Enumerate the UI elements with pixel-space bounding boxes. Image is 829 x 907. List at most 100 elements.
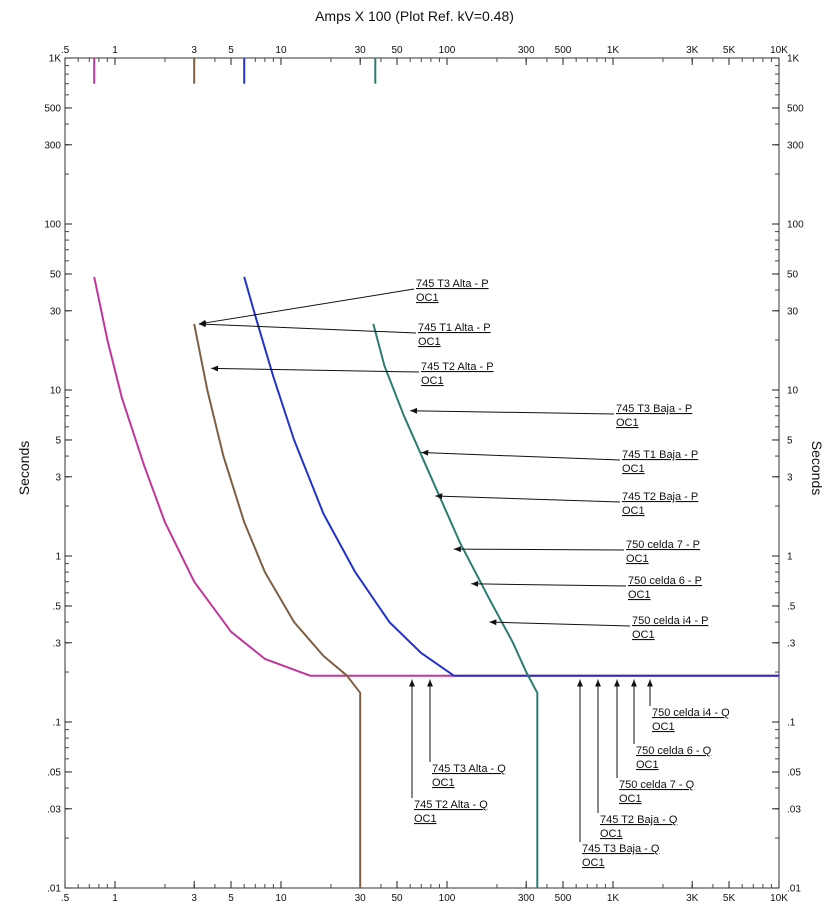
y-tick-label-left: .1 <box>53 718 62 729</box>
y-tick-label-left: 50 <box>50 269 62 280</box>
annotation-label: 745 T3 Alta - Q <box>432 763 506 775</box>
x-tick-label-top: 5K <box>723 45 736 56</box>
y-tick-label-right: 1 <box>787 552 793 563</box>
annotation-label: 745 T2 Alta - P <box>421 361 494 373</box>
annotation-sublabel: OC1 <box>416 292 439 304</box>
annotation-sublabel: OC1 <box>414 813 437 825</box>
y-tick-label-left: 30 <box>50 306 62 317</box>
x-tick-label-top: 10 <box>275 45 287 56</box>
annotation-label: 750 celda i4 - Q <box>652 707 730 719</box>
annotation-label: 750 celda 7 - P <box>626 539 700 551</box>
x-tick-label-bottom: 50 <box>391 893 403 904</box>
annotation-sublabel: OC1 <box>632 629 655 641</box>
annotation-label: 745 T3 Baja - Q <box>582 843 660 855</box>
y-tick-label-right: .03 <box>787 804 801 815</box>
y-tick-label-right: .3 <box>787 638 796 649</box>
x-tick-label-bottom: 10 <box>275 893 287 904</box>
tcc-curve-1 <box>93 276 779 677</box>
x-tick-label-bottom: 30 <box>355 893 367 904</box>
y-tick-label-right: .05 <box>787 767 801 778</box>
x-tick-label-top: 1 <box>112 45 118 56</box>
x-tick-label-top: 1K <box>607 45 620 56</box>
annotation-sublabel: OC1 <box>432 777 455 789</box>
x-tick-label-bottom: 1 <box>112 893 118 904</box>
annotation-sublabel: OC1 <box>652 721 675 733</box>
annotation-sublabel: OC1 <box>622 505 645 517</box>
y-tick-label-right: .1 <box>787 718 796 729</box>
x-tick-label-top: .5 <box>61 45 70 56</box>
y-tick-label-right: .5 <box>787 601 796 612</box>
y-tick-label-left: .5 <box>53 601 62 612</box>
annotation-arrow <box>489 619 631 627</box>
x-tick-label-top: 50 <box>391 45 403 56</box>
x-tick-label-top: 300 <box>518 45 535 56</box>
x-tick-label-bottom: 5 <box>228 893 234 904</box>
annotation-label: 750 celda i4 - P <box>632 615 708 627</box>
y-tick-label-right: 1K <box>787 54 800 65</box>
y-tick-label-right: .01 <box>787 884 801 895</box>
annotation-arrow <box>421 449 621 461</box>
annotation-arrow <box>471 580 627 587</box>
y-tick-label-right: 100 <box>787 220 804 231</box>
tcc-curve-2 <box>193 323 362 888</box>
annotation-sublabel: OC1 <box>600 828 623 840</box>
x-tick-label-bottom: 5K <box>723 893 736 904</box>
y-tick-label-left: 1 <box>55 552 61 563</box>
annotation-arrow <box>211 365 420 373</box>
annotation-sublabel: OC1 <box>626 553 649 565</box>
y-tick-label-right: 30 <box>787 306 799 317</box>
plot-frame <box>64 57 780 889</box>
y-tick-label-left: .03 <box>47 804 61 815</box>
y-tick-label-right: 3 <box>787 472 793 483</box>
annotation-sublabel: OC1 <box>622 463 645 475</box>
tcc-curve-3 <box>243 276 779 677</box>
annotation-label: 745 T3 Baja - P <box>616 403 692 415</box>
x-tick-label-bottom: 1K <box>607 893 620 904</box>
annotation-sublabel: OC1 <box>636 759 659 771</box>
annotation-sublabel: OC1 <box>421 375 444 387</box>
annotation-sublabel: OC1 <box>628 589 651 601</box>
annotation-label: 745 T2 Baja - Q <box>600 814 678 826</box>
y-tick-label-right: 5 <box>787 435 793 446</box>
annotation-sublabel: OC1 <box>619 793 642 805</box>
y-tick-label-left: .3 <box>53 638 62 649</box>
annotation-label: 745 T3 Alta - P <box>416 278 489 290</box>
annotation-label: 745 T1 Alta - P <box>418 322 491 334</box>
annotation-arrow <box>198 321 417 334</box>
x-tick-label-bottom: 100 <box>439 893 456 904</box>
annotation-sublabel: OC1 <box>418 336 441 348</box>
x-tick-label-top: 5 <box>228 45 234 56</box>
x-tick-label-top: 3 <box>191 45 197 56</box>
y-tick-label-right: 500 <box>787 103 804 114</box>
y-tick-label-left: 500 <box>44 103 61 114</box>
chart-title: Amps X 100 (Plot Ref. kV=0.48) <box>315 8 514 24</box>
y-tick-label-left: 1K <box>49 54 62 65</box>
annotation-label: 750 celda 6 - Q <box>636 745 712 757</box>
x-tick-label-top: 3K <box>686 45 699 56</box>
y-tick-label-left: .01 <box>47 884 61 895</box>
x-tick-label-bottom: .5 <box>61 893 70 904</box>
tcc-curve-4 <box>372 323 539 888</box>
x-tick-label-bottom: 3 <box>191 893 197 904</box>
y-tick-label-right: 10 <box>787 386 799 397</box>
x-tick-label-top: 10K <box>770 45 788 56</box>
x-tick-label-bottom: 3K <box>686 893 699 904</box>
annotation-label: 745 T2 Baja - P <box>622 491 698 503</box>
y-tick-label-left: 300 <box>44 140 61 151</box>
annotation-sublabel: OC1 <box>582 857 605 869</box>
x-tick-label-bottom: 300 <box>518 893 535 904</box>
x-tick-label-bottom: 500 <box>555 893 572 904</box>
annotation-arrow <box>453 546 625 553</box>
y-tick-label-left: .05 <box>47 767 61 778</box>
y-tick-label-left: 3 <box>55 472 61 483</box>
annotation-arrow <box>198 288 415 326</box>
y-tick-label-left: 100 <box>44 220 61 231</box>
annotation-arrow <box>410 407 615 415</box>
x-tick-label-bottom: 10K <box>770 893 788 904</box>
annotation-label: 750 celda 7 - Q <box>619 779 695 791</box>
y-tick-label-right: 300 <box>787 140 804 151</box>
y-tick-label-left: 10 <box>50 386 62 397</box>
annotation-label: 745 T2 Alta - Q <box>414 799 488 811</box>
